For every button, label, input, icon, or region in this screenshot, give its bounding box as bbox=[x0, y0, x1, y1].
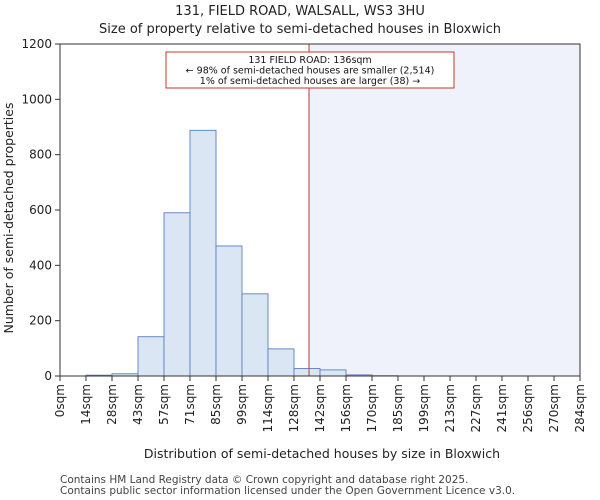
larger-region-shade bbox=[309, 44, 580, 376]
bar-128sqm bbox=[293, 368, 321, 377]
y-tick-label: 400 bbox=[29, 258, 52, 272]
x-tick-label: 71sqm bbox=[183, 384, 197, 425]
x-tick-label: 199sqm bbox=[417, 384, 431, 432]
x-axis-label: Distribution of semi-detached houses by … bbox=[144, 446, 500, 461]
annotation-line-3: 1% of semi-detached houses are larger (3… bbox=[200, 76, 420, 87]
footer-licence: Contains public sector information licen… bbox=[60, 485, 515, 497]
x-tick-label: 241sqm bbox=[495, 384, 509, 432]
x-tick-label: 256sqm bbox=[521, 384, 535, 432]
x-tick-label: 14sqm bbox=[79, 384, 93, 425]
footer-copyright: Contains HM Land Registry data © Crown c… bbox=[60, 474, 468, 486]
x-tick-label: 156sqm bbox=[339, 384, 353, 432]
bar-85sqm bbox=[215, 245, 243, 377]
x-tick-label: 128sqm bbox=[287, 384, 301, 432]
bar-99sqm bbox=[241, 293, 269, 377]
y-tick-label: 600 bbox=[29, 203, 52, 217]
bar-114sqm bbox=[267, 348, 295, 377]
x-tick-label: 28sqm bbox=[105, 384, 119, 425]
chart-title: 131, FIELD ROAD, WALSALL, WS3 3HU bbox=[175, 4, 425, 19]
y-tick-label: 200 bbox=[29, 314, 52, 328]
x-tick-label: 0sqm bbox=[53, 384, 67, 417]
bar-57sqm bbox=[163, 212, 191, 377]
x-tick-label: 99sqm bbox=[235, 384, 249, 425]
bar-43sqm bbox=[137, 336, 165, 377]
annotation-line-2: ← 98% of semi-detached houses are smalle… bbox=[186, 66, 435, 77]
x-tick-label: 114sqm bbox=[261, 384, 275, 432]
y-tick-label: 800 bbox=[29, 148, 52, 162]
x-tick-label: 170sqm bbox=[365, 384, 379, 432]
y-axis-label: Number of semi-detached properties bbox=[1, 103, 16, 334]
bar-142sqm bbox=[319, 369, 347, 377]
y-tick-label: 1000 bbox=[21, 92, 52, 106]
x-tick-label: 85sqm bbox=[209, 384, 223, 425]
y-tick-label: 1200 bbox=[21, 37, 52, 51]
x-tick-label: 43sqm bbox=[131, 384, 145, 425]
bar-71sqm bbox=[189, 129, 217, 377]
annotation-line-1: 131 FIELD ROAD: 136sqm bbox=[248, 55, 371, 66]
x-tick-label: 284sqm bbox=[573, 384, 587, 432]
chart-subtitle: Size of property relative to semi-detach… bbox=[99, 22, 501, 37]
x-tick-label: 227sqm bbox=[469, 384, 483, 432]
x-tick-label: 213sqm bbox=[443, 384, 457, 432]
x-tick-label: 270sqm bbox=[547, 384, 561, 432]
annotation-box bbox=[165, 51, 455, 89]
x-tick-label: 185sqm bbox=[391, 384, 405, 432]
x-tick-label: 57sqm bbox=[157, 384, 171, 425]
y-tick-label: 0 bbox=[44, 369, 52, 383]
x-tick-label: 142sqm bbox=[313, 384, 327, 432]
